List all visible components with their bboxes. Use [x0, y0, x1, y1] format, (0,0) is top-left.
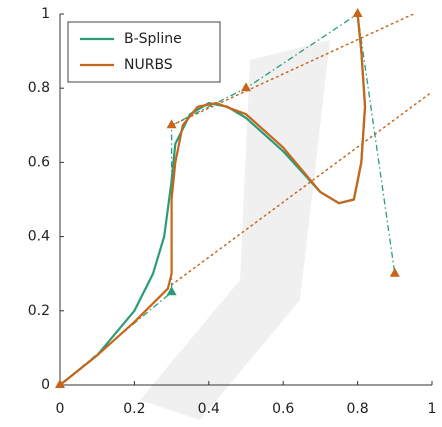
watermark — [140, 40, 330, 420]
x-tick-label: 0 — [56, 401, 65, 417]
y-tick-label: 0.6 — [28, 154, 50, 170]
y-tick-label: 0 — [41, 377, 50, 393]
x-tick-label: 0.4 — [198, 401, 220, 417]
x-tick-label: 0.8 — [346, 401, 368, 417]
construction-line — [170, 91, 432, 286]
control-point — [166, 286, 177, 296]
y-tick-label: 0.2 — [28, 303, 50, 319]
construction-line — [170, 14, 415, 127]
legend-label: B-Spline — [124, 31, 182, 47]
x-tick-label: 0.6 — [272, 401, 294, 417]
legend — [67, 21, 221, 83]
curve — [60, 14, 367, 385]
y-tick-label: 0.4 — [28, 229, 50, 245]
control-point — [241, 82, 251, 92]
control-point — [55, 379, 65, 388]
x-tick-label: 0.2 — [123, 401, 145, 417]
x-tick-label: 1 — [428, 401, 437, 417]
control-point — [389, 267, 400, 277]
control-polygon — [60, 14, 396, 385]
y-tick-label: 1 — [41, 6, 50, 22]
control-point — [352, 8, 363, 17]
control-point — [166, 119, 177, 129]
legend-label: NURBS — [124, 57, 173, 73]
plot-area — [60, 14, 432, 385]
y-tick-label: 0.8 — [28, 80, 50, 96]
